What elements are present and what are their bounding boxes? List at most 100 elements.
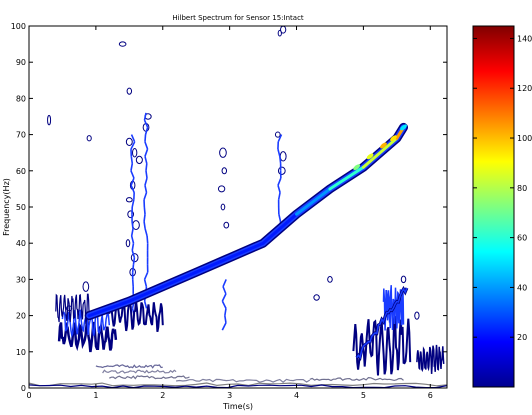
contour-speck xyxy=(125,197,133,203)
streak-segment xyxy=(145,163,148,171)
streak-segment xyxy=(130,228,134,237)
colorbar-tick-label: 60 xyxy=(517,234,527,243)
x-tick-label: 1 xyxy=(93,391,98,400)
contour-speck xyxy=(313,294,320,301)
contour-speck xyxy=(135,155,143,165)
streak-segment xyxy=(277,192,281,200)
spectrum-ridge xyxy=(84,122,408,321)
streak-segment xyxy=(144,148,149,157)
streak-segment xyxy=(143,300,148,309)
streak-segment xyxy=(277,185,281,193)
colorbar-tick-label: 100 xyxy=(517,134,532,143)
colorbar-tick-label: 140 xyxy=(517,34,532,43)
ridge-segment xyxy=(161,270,198,289)
ridge-segment xyxy=(261,212,299,245)
ridge-highlight xyxy=(400,124,407,131)
contour-speck xyxy=(223,221,230,229)
ridge-segment xyxy=(127,285,165,303)
contour-speck xyxy=(221,167,228,175)
colorbar-tick-label: 80 xyxy=(517,184,527,193)
streak-segment xyxy=(144,134,147,142)
contour-speck xyxy=(327,276,333,283)
streak-segment xyxy=(132,257,136,266)
streak-segment xyxy=(143,279,148,287)
y-tick-label: 70 xyxy=(16,131,26,140)
contour-speck xyxy=(82,281,90,292)
streak-segment xyxy=(130,134,136,143)
streak-segment xyxy=(144,185,148,193)
streak-segment xyxy=(277,177,282,186)
streak-segment xyxy=(131,264,135,273)
streak-segment xyxy=(221,322,227,331)
chart-title: Hilbert Spectrum for Sensor 15:Intact xyxy=(172,14,304,22)
low-freq-contour xyxy=(55,293,90,325)
colorbar-tick-label: 40 xyxy=(517,283,527,292)
streak-segment xyxy=(131,243,135,251)
streak-segment xyxy=(277,134,283,143)
baseline-band xyxy=(95,364,163,369)
streak-segment xyxy=(145,170,148,179)
streak-segment xyxy=(144,127,149,135)
streak-segment xyxy=(143,192,148,201)
streak-segment xyxy=(131,250,136,258)
ridge-segment xyxy=(87,299,131,318)
streak-segment xyxy=(143,271,149,280)
baseline-band xyxy=(176,378,311,383)
contour-speck xyxy=(127,210,135,219)
y-axis-label: Frequency(Hz) xyxy=(2,178,11,236)
contour-speck xyxy=(86,135,92,142)
streak-segment xyxy=(130,184,135,193)
streak-segment xyxy=(221,300,227,309)
y-tick-label: 40 xyxy=(16,239,26,248)
x-tick-label: 2 xyxy=(160,391,165,400)
streak-segment xyxy=(224,315,227,323)
streak-segment xyxy=(277,148,281,157)
y-tick-label: 90 xyxy=(16,58,26,67)
contour-speck xyxy=(414,311,420,320)
x-tick-label: 4 xyxy=(294,391,299,400)
contour-speck xyxy=(125,137,133,146)
streak-segment xyxy=(278,214,282,222)
contour-speck xyxy=(126,87,133,95)
ridge-segment xyxy=(228,241,265,260)
rising-contour-core xyxy=(356,287,408,360)
y-tick-label: 100 xyxy=(11,22,26,31)
streak-segment xyxy=(224,308,227,316)
streak-segment xyxy=(146,235,149,244)
baseline-band xyxy=(109,375,190,380)
contour-speck xyxy=(274,131,281,138)
y-tick-label: 10 xyxy=(16,348,26,357)
streak-segment xyxy=(144,141,149,150)
streak-segment xyxy=(144,228,148,237)
contour-speck xyxy=(277,166,286,175)
ridge-segment xyxy=(361,136,399,169)
streak-segment xyxy=(130,170,135,179)
streak-segment xyxy=(144,156,148,164)
baseline-band xyxy=(309,376,404,382)
colorbar xyxy=(472,25,515,388)
ridge-segment xyxy=(328,165,365,191)
contour-speck xyxy=(217,185,226,193)
contour-speck xyxy=(219,147,227,158)
contour-speck xyxy=(220,203,226,211)
streak-segment xyxy=(278,156,282,164)
y-tick-label: 50 xyxy=(16,203,26,212)
contour-speck xyxy=(47,114,52,126)
streak-segment xyxy=(131,221,134,229)
contour-speck xyxy=(130,253,139,263)
streak-segment xyxy=(130,235,135,244)
streak-segment xyxy=(143,214,146,222)
x-tick-label: 0 xyxy=(26,391,31,400)
baseline-band xyxy=(29,384,447,388)
streak-segment xyxy=(131,199,135,208)
streak-segment xyxy=(143,206,146,215)
y-tick-label: 60 xyxy=(16,167,26,176)
colorbar-ticks: 20 40 60 80 100 120 140 xyxy=(473,34,532,342)
y-axis-ticks: 0 10 20 30 40 50 60 70 80 90 100 xyxy=(11,22,447,393)
streak-segment xyxy=(144,177,148,186)
x-axis-label: Time(s) xyxy=(222,402,253,411)
contour-speck xyxy=(125,239,131,248)
streak-segment xyxy=(222,279,227,287)
x-tick-label: 3 xyxy=(227,391,232,400)
streak-segment xyxy=(130,177,135,186)
